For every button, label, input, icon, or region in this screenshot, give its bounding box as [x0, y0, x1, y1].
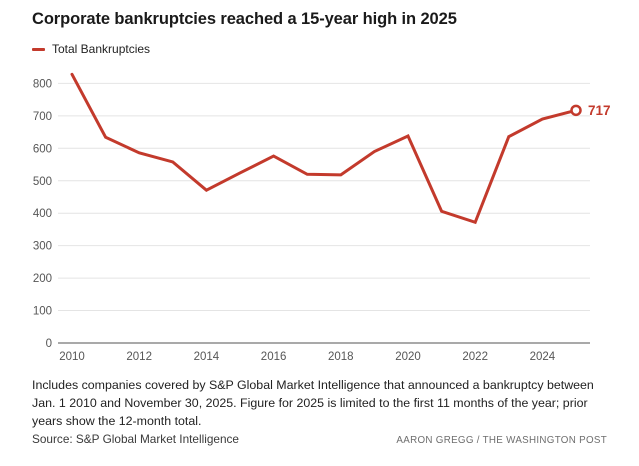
x-tick-label: 2022: [462, 351, 488, 363]
y-tick-label: 500: [33, 176, 52, 188]
x-tick-label: 2018: [328, 351, 354, 363]
x-tick-label: 2010: [59, 351, 85, 363]
chart-title: Corporate bankruptcies reached a 15-year…: [32, 10, 457, 28]
byline-credit: AARON GREGG / THE WASHINGTON POST: [396, 435, 607, 446]
y-tick-label: 200: [33, 273, 52, 285]
end-point-value-label: 717: [588, 103, 611, 118]
legend-line-swatch: [32, 47, 45, 51]
y-tick-label: 800: [33, 78, 52, 90]
bankruptcies-line-chart: 0 100 200 300 400 500 600 700 800 2010 2012 2014 201…: [33, 72, 611, 363]
end-point-marker: [570, 104, 582, 117]
y-tick-label: 700: [33, 111, 52, 123]
footnote: Includes companies covered by S&P Global…: [32, 378, 594, 429]
legend-label: Total Bankruptcies: [52, 42, 151, 56]
y-tick-label: 100: [33, 306, 52, 318]
x-tick-label: 2020: [395, 351, 421, 363]
source-row: Source: S&P Global Market Intelligence A…: [32, 432, 607, 446]
x-tick-label: 2014: [194, 351, 220, 363]
legend: Total Bankruptcies: [32, 42, 150, 56]
y-tick-label: 600: [33, 143, 52, 155]
y-tick-label: 0: [46, 338, 52, 350]
y-tick-label: 300: [33, 241, 52, 253]
source-line: Source: S&P Global Market Intelligence: [32, 432, 239, 446]
y-tick-label: 400: [33, 208, 52, 220]
x-tick-label: 2024: [530, 351, 556, 363]
x-tick-label: 2012: [126, 351, 152, 363]
series-line: [70, 72, 578, 225]
x-tick-label: 2016: [261, 351, 287, 363]
